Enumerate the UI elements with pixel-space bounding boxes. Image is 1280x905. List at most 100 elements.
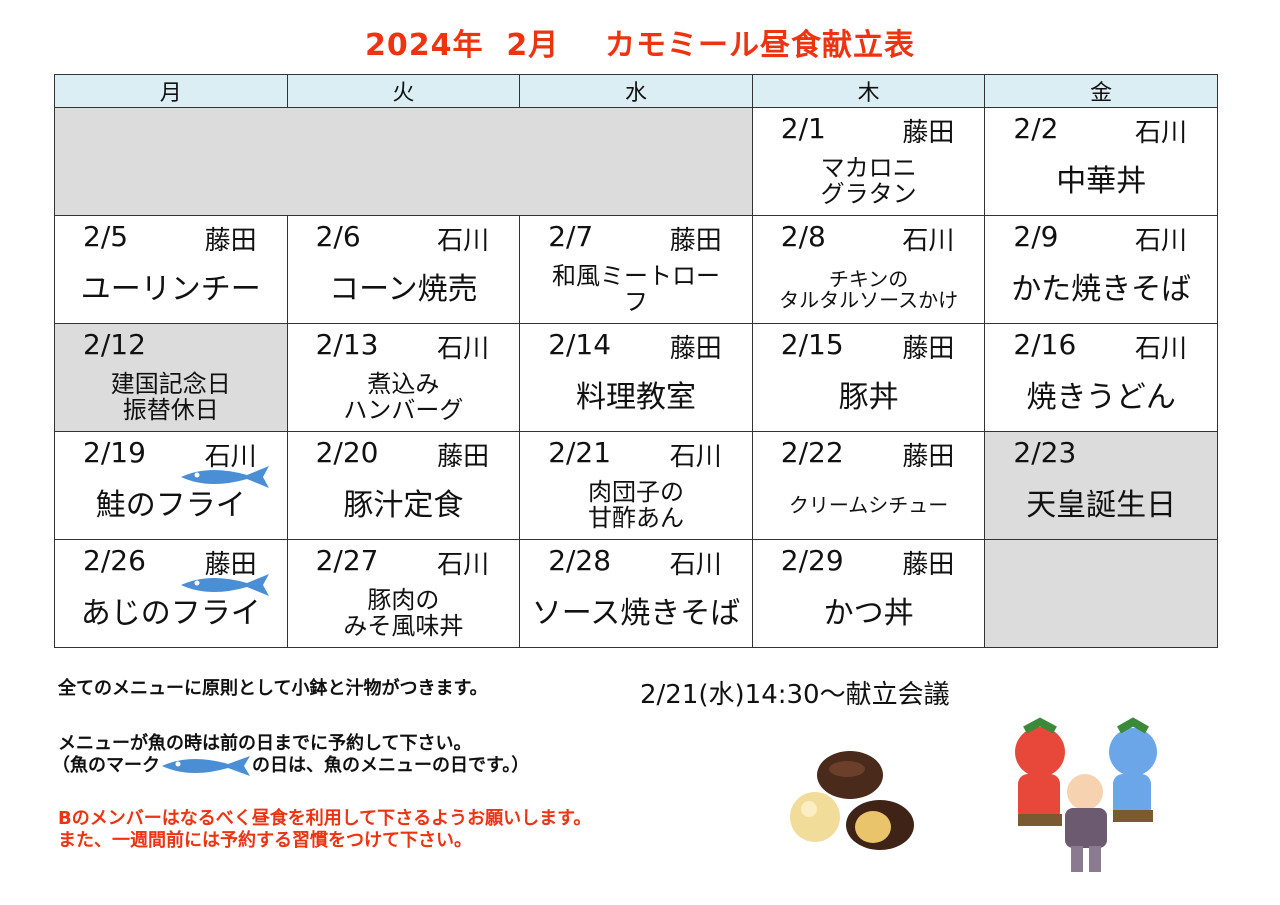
day-menu: ソース焼きそば: [531, 595, 741, 631]
day-cell: 2/13 石川煮込み ハンバーグ: [286, 323, 521, 432]
day-cell: 2/21 石川肉団子の 甘酢あん: [519, 431, 753, 540]
empty-cell: [54, 107, 753, 216]
day-staff: 石川: [437, 226, 490, 256]
day-cell: 2/6 石川コーン焼売: [286, 215, 521, 324]
week-row: 2/1 藤田マカロニ グラタン 2/2 石川中華丼: [54, 107, 1218, 216]
note-reserve-habit: また、一週間前には予約する習慣をつけて下さい。: [58, 830, 472, 851]
day-cell: 2/2 石川中華丼: [984, 107, 1218, 216]
day-menu: 豚肉の みそ風味丼: [343, 586, 464, 640]
chocolate-sweets-illustration: [790, 751, 914, 850]
day-date: 2/27: [315, 544, 379, 577]
day-date: 2/19: [83, 436, 146, 469]
day-date: 2/22: [780, 436, 844, 469]
day-menu: チキンの タルタルソースかけ: [779, 266, 959, 312]
day-staff: 石川: [902, 226, 955, 256]
day-date: 2/14: [548, 328, 612, 361]
day-date: 2/5: [83, 220, 129, 253]
day-cell: 2/19 石川鮭のフライ: [54, 431, 288, 540]
empty-cell: [984, 539, 1218, 648]
day-menu: 肉団子の 甘酢あん: [587, 478, 684, 532]
day-staff: 藤田: [902, 118, 955, 148]
day-staff: 藤田: [437, 442, 490, 472]
day-cell: 2/16 石川 焼きうどん: [984, 323, 1218, 432]
day-staff: 藤田: [204, 226, 257, 256]
week-row: 2/19 石川鮭のフライ 2/20 藤田豚汁定食 2/21 石川肉団子の 甘酢あん 2/22…: [54, 431, 1218, 540]
note-sides: 全てのメニューに原則として小鉢と汁物がつきます。: [58, 678, 488, 699]
day-menu: 豚汁定食: [343, 487, 464, 523]
day-date: 2/7: [548, 220, 594, 253]
note-fish-mark-b: の日は、魚のメニューの日です。）: [252, 755, 530, 776]
day-cell: 2/1 藤田マカロニ グラタン: [751, 107, 986, 216]
weekday-header: 水: [519, 74, 753, 108]
day-date: 2/2: [1013, 112, 1059, 145]
day-staff: 藤田: [902, 550, 955, 580]
day-staff: 藤田: [204, 550, 257, 580]
day-menu: 建国記念日 振替休日: [110, 370, 231, 424]
day-date: 2/26: [83, 544, 146, 577]
day-cell: 2/14 藤田料理教室: [519, 323, 753, 432]
day-menu: 焼きうどん: [1026, 379, 1176, 415]
day-cell: 2/7 藤田和風ミートロー フ: [519, 215, 753, 324]
meeting-notice: 2/21(水)14:30～献立会議: [640, 680, 950, 710]
day-menu: かつ丼: [823, 595, 914, 631]
day-menu: かた焼きそば: [1011, 271, 1192, 307]
day-menu: 鮭のフライ: [95, 487, 246, 523]
note-fish-reserve: メニューが魚の時は前の日までに予約して下さい。: [58, 733, 472, 754]
week-row: 2/5 藤田ユーリンチー 2/6 石川コーン焼売 2/7 藤田和風ミートロー フ 2/8 石川…: [54, 215, 1218, 324]
day-menu: 和風ミートロー フ: [551, 262, 720, 316]
weekday-header: 金: [984, 74, 1218, 108]
day-date: 2/28: [548, 544, 612, 577]
day-menu: 天皇誕生日: [1026, 487, 1177, 523]
day-cell: 2/20 藤田豚汁定食: [286, 431, 521, 540]
day-staff: 石川: [669, 442, 722, 472]
day-cell: 2/5 藤田ユーリンチー: [54, 215, 288, 324]
day-date: 2/23: [1013, 436, 1077, 469]
day-date: 2/21: [548, 436, 612, 469]
day-date: 2/12: [83, 328, 146, 361]
fish-icon: [162, 756, 250, 776]
page-title: 2024年 2月 カモミール昼食献立表: [364, 28, 916, 63]
day-menu: 中華丼: [1056, 163, 1147, 199]
day-staff: 藤田: [669, 226, 722, 256]
oni-setsubun-illustration: [1015, 717, 1157, 872]
weekday-header: 月: [54, 74, 288, 108]
day-menu: クリームシチュー: [788, 493, 949, 517]
day-cell: 2/8 石川チキンの タルタルソースかけ: [751, 215, 986, 324]
fish-icon: [179, 572, 271, 598]
day-staff: 石川: [204, 442, 257, 472]
day-cell: 2/22 藤田クリームシチュー: [751, 431, 986, 540]
day-staff: 石川: [437, 550, 490, 580]
weekday-header: 木: [751, 74, 986, 108]
day-staff: 藤田: [669, 334, 722, 364]
day-staff: 石川: [1134, 334, 1187, 364]
day-menu: コーン焼売: [329, 271, 478, 307]
day-date: 2/8: [780, 220, 826, 253]
day-menu: 料理教室: [575, 379, 696, 415]
day-date: 2/20: [315, 436, 379, 469]
day-staff: 石川: [437, 334, 490, 364]
day-cell: 2/29 藤田かつ丼: [751, 539, 986, 648]
day-menu: ユーリンチー: [80, 271, 261, 307]
week-row: 2/26 藤田 あじのフライ 2/27 石川 豚肉の みそ風味丼 2/28 石川 ソース焼きそば…: [54, 539, 1218, 648]
day-staff: 藤田: [902, 334, 955, 364]
day-menu: 豚丼: [838, 379, 899, 415]
day-staff: 石川: [1134, 118, 1187, 148]
note-b-members: Bのメンバーはなるべく昼食を利用して下さるようお願いします。: [58, 808, 592, 829]
day-date: 2/15: [780, 328, 844, 361]
day-date: 2/1: [780, 112, 826, 145]
day-cell: 2/9 石川 かた焼きそば: [984, 215, 1218, 324]
day-menu: 煮込み ハンバーグ: [343, 370, 464, 424]
day-staff: 石川: [669, 550, 722, 580]
day-date: 2/13: [315, 328, 379, 361]
day-staff: 藤田: [902, 442, 955, 472]
day-date: 2/29: [780, 544, 844, 577]
day-cell: 2/27 石川豚肉の みそ風味丼: [286, 539, 521, 648]
note-fish-mark: （魚のマーク の日は、魚のメニューの日です。）: [52, 755, 529, 777]
day-cell: 2/28 石川ソース焼きそば: [519, 539, 753, 648]
day-cell: 2/12 建国記念日 振替休日: [54, 323, 288, 432]
day-date: 2/9: [1013, 220, 1059, 253]
day-menu: マカロニ グラタン: [820, 154, 917, 208]
week-row: 2/12 建国記念日 振替休日 2/13 石川 煮込み ハンバーグ 2/14 藤田 料理教室 2…: [54, 323, 1218, 432]
day-date: 2/6: [315, 220, 361, 253]
weekday-header: 火: [286, 74, 521, 108]
